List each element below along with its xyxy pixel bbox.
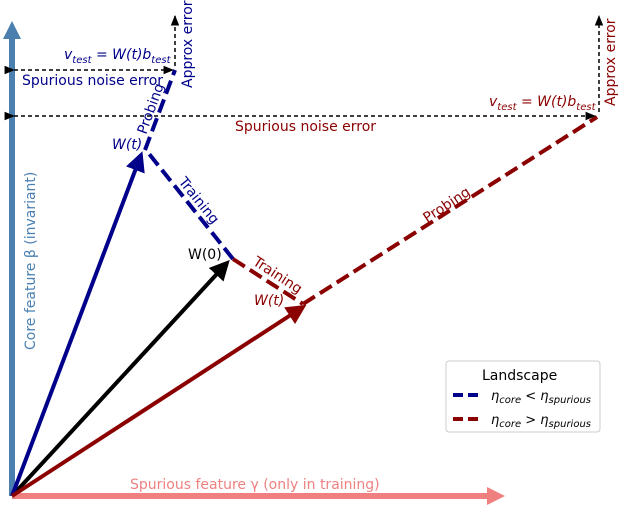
spurious-noise-red-label: Spurious noise error <box>235 119 376 135</box>
wt-blue-vector <box>10 151 145 497</box>
training-red-path <box>231 257 305 306</box>
wt-blue-label: W(t) <box>112 137 142 153</box>
wt-red-vector <box>10 304 307 498</box>
w0-vector <box>10 260 230 498</box>
legend-item-red: ηcore > ηspurious <box>491 413 591 430</box>
w0-label: W(0) <box>188 247 222 263</box>
vtest-red-label: vtest = W(t)btest <box>489 94 597 113</box>
approx-error-blue-label: Approx error <box>180 0 196 88</box>
probing-blue-path <box>143 69 177 151</box>
wt-red-label: W(t) <box>254 293 284 309</box>
x-axis-label: Spurious feature γ (only in training) <box>130 477 380 493</box>
legend-item-blue: ηcore < ηspurious <box>491 389 591 406</box>
spurious-noise-blue-label: Spurious noise error <box>22 73 163 89</box>
legend: Landscape ηcore < ηspurious ηcore > ηspu… <box>445 360 601 433</box>
approx-error-red-label: Approx error <box>603 18 618 106</box>
vtest-blue-label: vtest = W(t)btest <box>64 47 172 66</box>
legend-title: Landscape <box>482 368 557 384</box>
training-blue-path <box>144 148 235 261</box>
probing-red-path <box>301 115 599 306</box>
probing-blue-label: Probing <box>135 81 168 136</box>
y-axis-label: Core feature β (invariant) <box>23 172 39 350</box>
training-blue-label: Training <box>174 174 222 228</box>
probing-red-label: Probing <box>420 184 473 226</box>
